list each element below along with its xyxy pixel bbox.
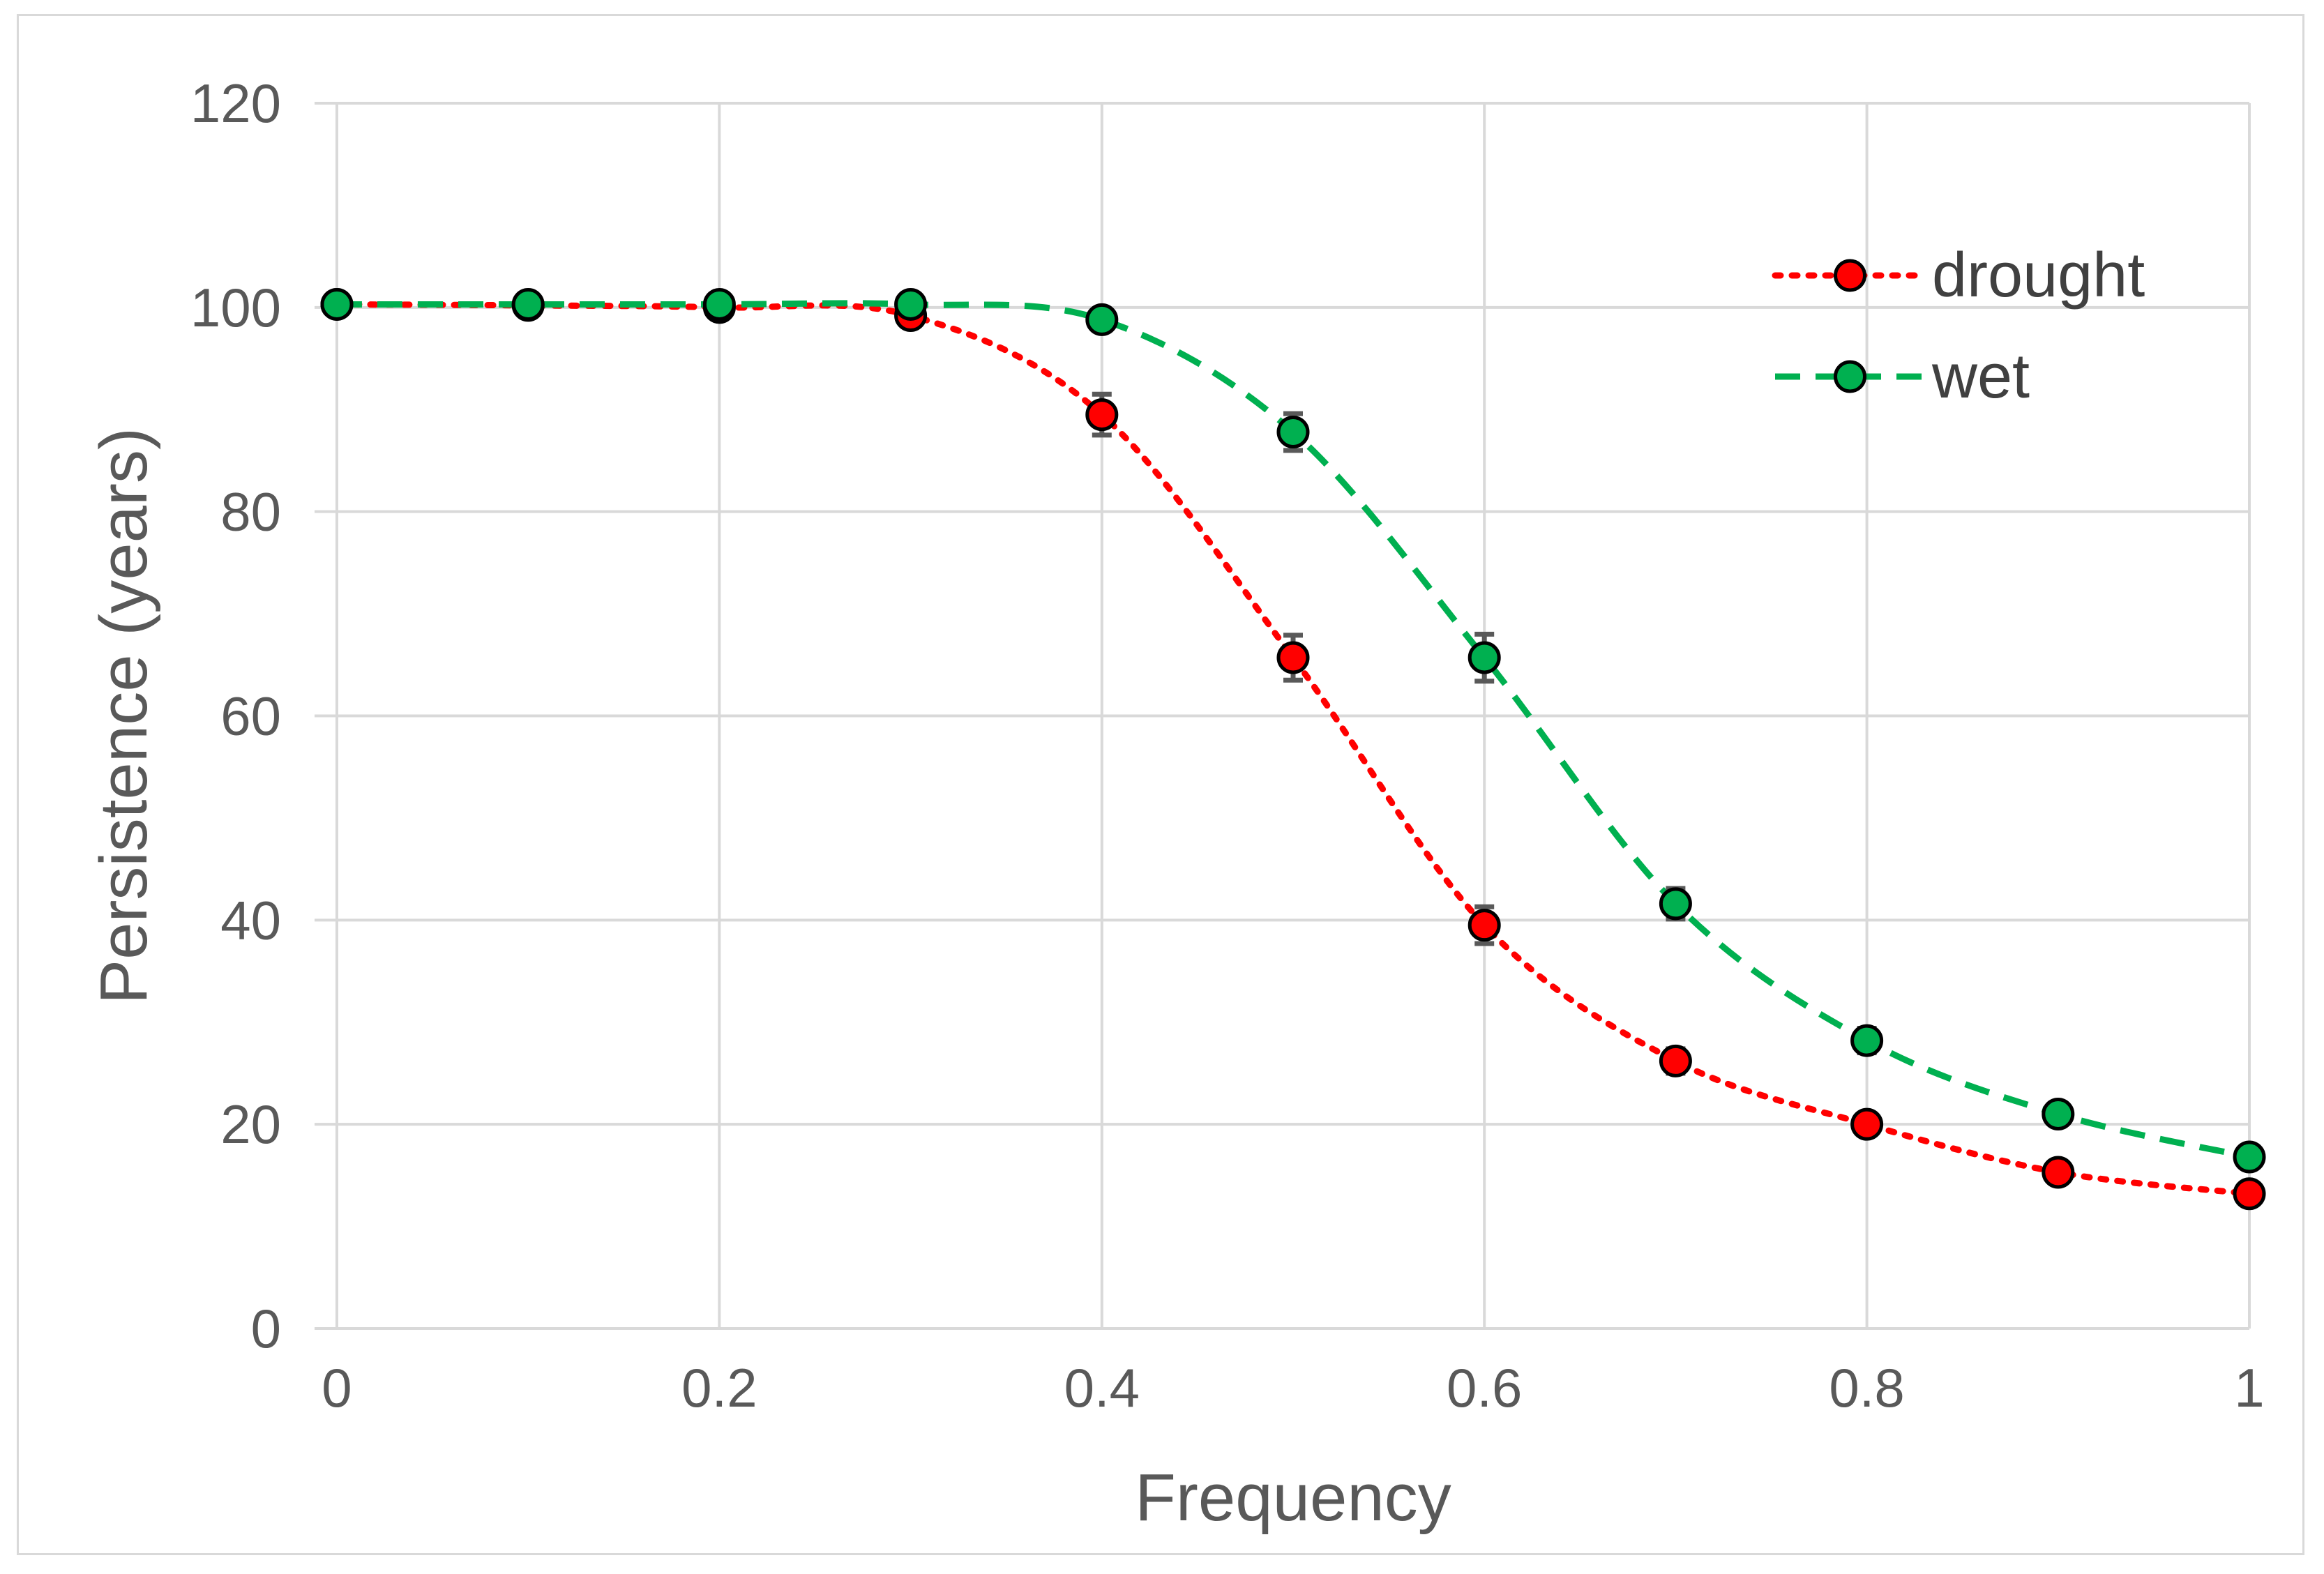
data-point-wet bbox=[511, 287, 545, 321]
x-tick-label: 0 bbox=[322, 1357, 352, 1418]
data-point-wet bbox=[1850, 1024, 1884, 1057]
x-tick-label: 0.4 bbox=[1064, 1357, 1140, 1418]
y-tick-label: 40 bbox=[220, 889, 281, 951]
x-tick-label: 0.8 bbox=[1829, 1357, 1904, 1418]
y-tick-label: 20 bbox=[220, 1094, 281, 1155]
x-tick-label: 0.6 bbox=[1447, 1357, 1522, 1418]
data-point-wet bbox=[1467, 641, 1501, 674]
data-point-drought bbox=[1276, 641, 1310, 674]
data-point-drought bbox=[1850, 1107, 1884, 1141]
data-point-drought bbox=[2042, 1156, 2075, 1189]
data-point-wet bbox=[2233, 1140, 2266, 1174]
y-tick-label: 60 bbox=[220, 686, 281, 747]
legend: drought wet bbox=[1772, 241, 2145, 411]
x-tick-label: 1 bbox=[2234, 1357, 2264, 1418]
legend-marker-wet bbox=[1834, 360, 1866, 393]
data-point-drought bbox=[1085, 398, 1119, 432]
data-point-wet bbox=[1276, 415, 1310, 448]
legend-marker-drought bbox=[1834, 259, 1866, 292]
series bbox=[320, 287, 2266, 1211]
data-point-wet bbox=[320, 287, 354, 321]
x-tick-label: 0.2 bbox=[681, 1357, 757, 1418]
data-point-wet bbox=[894, 287, 928, 321]
legend-label-drought: drought bbox=[1932, 241, 2145, 310]
data-point-wet bbox=[2042, 1098, 2075, 1131]
data-point-wet bbox=[1085, 303, 1119, 336]
axes: 0 20 40 60 80 100 120 0 0.2 0.4 0.6 0.8 1 bbox=[190, 73, 2265, 1418]
data-point-wet bbox=[1659, 887, 1692, 921]
y-axis-title: Persistence (years) bbox=[86, 427, 161, 1004]
y-tick-label: 100 bbox=[190, 277, 281, 338]
y-tick-label: 120 bbox=[190, 73, 281, 134]
x-axis-title: Frequency bbox=[1135, 1460, 1451, 1535]
data-point-drought bbox=[1659, 1044, 1692, 1077]
legend-label-wet: wet bbox=[1931, 342, 2030, 411]
data-point-drought bbox=[1467, 909, 1501, 942]
y-tick-label: 80 bbox=[220, 481, 281, 543]
chart-frame bbox=[17, 14, 2304, 1555]
series-line-wet bbox=[336, 300, 2250, 1160]
data-point-drought bbox=[2233, 1177, 2266, 1211]
y-tick-label: 0 bbox=[251, 1298, 281, 1359]
data-point-wet bbox=[702, 287, 736, 321]
